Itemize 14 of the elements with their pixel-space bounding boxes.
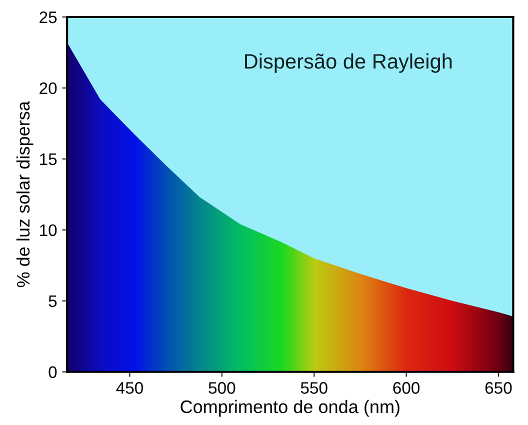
x-tick-label: 450 <box>116 382 143 394</box>
x-tick-label: 550 <box>300 382 328 394</box>
y-tick-label: 20 <box>40 82 57 94</box>
x-tick-label: 500 <box>208 382 236 394</box>
y-tick-label: 5 <box>48 295 57 308</box>
y-tick-label: 15 <box>40 154 57 166</box>
y-axis-title: % de luz solar dispersa <box>16 101 34 288</box>
x-axis-title: Comprimento de onda (nm) <box>180 400 400 417</box>
y-tick-label: 25 <box>40 11 57 24</box>
y-tick-label: 10 <box>40 224 57 236</box>
y-tick-label: 0 <box>48 366 57 378</box>
x-tick-label: 600 <box>393 382 420 394</box>
text: Dispersão de Rayleigh <box>245 53 452 73</box>
x-tick-label: 650 <box>485 382 512 394</box>
